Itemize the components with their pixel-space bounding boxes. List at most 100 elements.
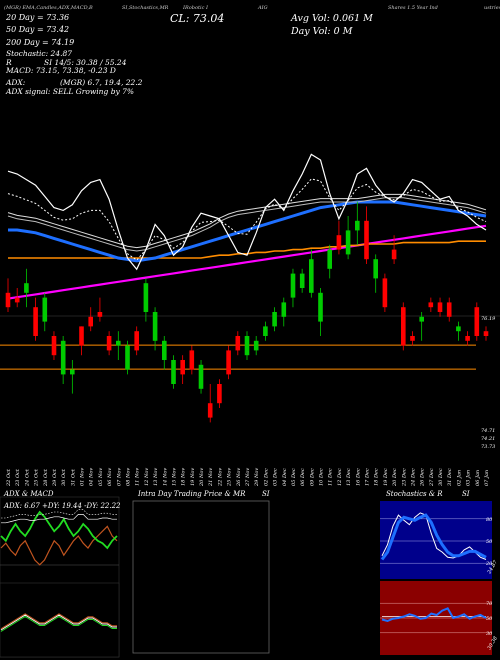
candle-body (382, 278, 388, 308)
date-tick-label: 24 Dec (411, 468, 417, 487)
date-tick-label: 12 Nov (144, 468, 150, 486)
date-tick-label: 07 Jan (484, 470, 490, 486)
date-tick-label: 11 Nov (135, 468, 141, 486)
date-tick-label: 03 Dec (273, 468, 279, 486)
date-tick-label: 28 Oct (43, 468, 49, 487)
date-tick-label: 12 Dec (337, 468, 343, 486)
candle-body (134, 331, 139, 351)
date-tick-label: 15 Nov (172, 468, 178, 486)
ema50-readout: 50 Day = 73.42 (6, 25, 70, 34)
long-ma-line (7, 224, 487, 300)
price-label: 73.73 (481, 444, 495, 450)
date-tick-label: 30 Dec (438, 468, 444, 486)
candle-body (263, 326, 268, 336)
stoch-panel-title: Stochastics & R (386, 490, 443, 498)
rsi-tick-label: 50 (486, 616, 493, 622)
date-tick-label: 13 Nov (153, 468, 159, 486)
date-tick-label: 23 Dec (401, 468, 407, 487)
candle-body (419, 316, 424, 322)
date-tick-label: 24 Oct (24, 468, 30, 487)
date-tick-label: 23 Oct (15, 468, 21, 487)
candle-body (465, 336, 470, 341)
date-tick-label: 31 Dec (447, 468, 453, 486)
macd-hist-line (0, 613, 117, 630)
candle-body (428, 302, 434, 308)
date-tick-label: 08 Nov (126, 468, 132, 486)
ema20-readout: 20 Day = 73.36 (6, 13, 70, 22)
price-close-line (7, 153, 487, 271)
rsi-readout: SI 14/5: 30.38 / 55.24 (44, 58, 127, 67)
date-tick-label: 22 Oct (6, 468, 12, 487)
adx-minus-line (0, 525, 118, 566)
date-tick-label: 21 Nov (208, 468, 214, 487)
macd-line (0, 614, 117, 631)
date-tick-label: 09 Dec (309, 468, 315, 486)
ema20-line-b (7, 193, 487, 249)
candle-body (143, 283, 149, 312)
date-tick-label: 06 Dec (300, 468, 306, 486)
candle-body (364, 220, 369, 260)
ema200-readout: 200 Day = 74.19 (6, 38, 75, 47)
adx-values: (MGR) 6.7, 19.4, 22.2 (60, 78, 143, 87)
candle-body (253, 340, 259, 351)
date-tick-label: 19 Nov (190, 468, 196, 486)
candle-body (14, 297, 20, 303)
date-tick-label: 25 Oct (34, 468, 40, 487)
rsi-line (381, 607, 487, 623)
chart-header-mid: SI,Stochastics,MR (122, 5, 169, 11)
candle-body (116, 340, 121, 346)
chart-header-left: (MGR) EMA,Candles,ADX,MACD,B (4, 5, 93, 11)
date-tick-label: 27 Nov (245, 468, 251, 487)
intraday-panel-si: SI (262, 490, 270, 498)
candle-body (189, 350, 195, 370)
chart-header-end: ustries (484, 5, 500, 11)
candle-body (97, 312, 103, 317)
candle-body (106, 336, 112, 351)
date-tick-label: 07 Nov (116, 468, 122, 486)
chart-header-mid2: IRobotic I (183, 5, 208, 11)
candle-body (198, 364, 204, 389)
date-tick-label: 26 Nov (236, 468, 242, 487)
candle-body (410, 336, 415, 341)
adx-plus-line (0, 510, 118, 550)
date-tick-label: 02 Dec (263, 468, 269, 486)
date-tick-label: 30 Oct (61, 468, 67, 486)
candle-body (327, 249, 332, 269)
candle-body (345, 230, 351, 255)
macd-signal-line (0, 615, 117, 632)
stochastic-readout: Stochastic: 24.87 (6, 49, 73, 58)
adx-panel-readout: ADX: 6.67 +DY: 19.44 -DY: 22.22 (4, 502, 121, 510)
date-tick-label: 25 Nov (227, 468, 233, 487)
adx-panel-title: ADX & MACD (4, 490, 54, 498)
date-tick-label: 31 Oct (70, 468, 76, 486)
candle-body (373, 259, 378, 279)
ema50-line (8, 200, 487, 263)
candle-body (391, 249, 397, 260)
stoch-k-line (381, 512, 487, 560)
candle-body (446, 302, 452, 317)
candle-body (281, 302, 287, 317)
price-label: 76.19 (481, 316, 496, 322)
candle-body (24, 283, 29, 293)
candle-body (401, 307, 406, 346)
candle-body (217, 384, 222, 404)
stoch-tick-label: 20 (485, 561, 493, 567)
candle-body (60, 340, 66, 375)
candle-body (5, 292, 11, 308)
chart-header-right: Shares 1.5 Year Ind (388, 5, 438, 11)
price-avg-line (7, 178, 487, 261)
candle-body (290, 273, 296, 298)
date-tick-label: 16 Dec (355, 468, 361, 486)
candle-body (235, 336, 241, 351)
candle-body (355, 220, 360, 231)
date-tick-label: 18 Dec (374, 468, 380, 486)
rsi-tick-label: 70 (486, 601, 493, 607)
macd-readout: MACD: 73.15, 73.38, -0.23 D (6, 66, 116, 75)
day-volume: Day Vol: 0 M (291, 26, 353, 37)
rsi-tick-label: 30 (486, 631, 493, 637)
candle-body (88, 316, 93, 327)
chart-header-ticker: AIG (258, 5, 268, 11)
date-tick-label: 10 Dec (319, 468, 325, 486)
date-tick-label: 05 Dec (291, 468, 297, 486)
